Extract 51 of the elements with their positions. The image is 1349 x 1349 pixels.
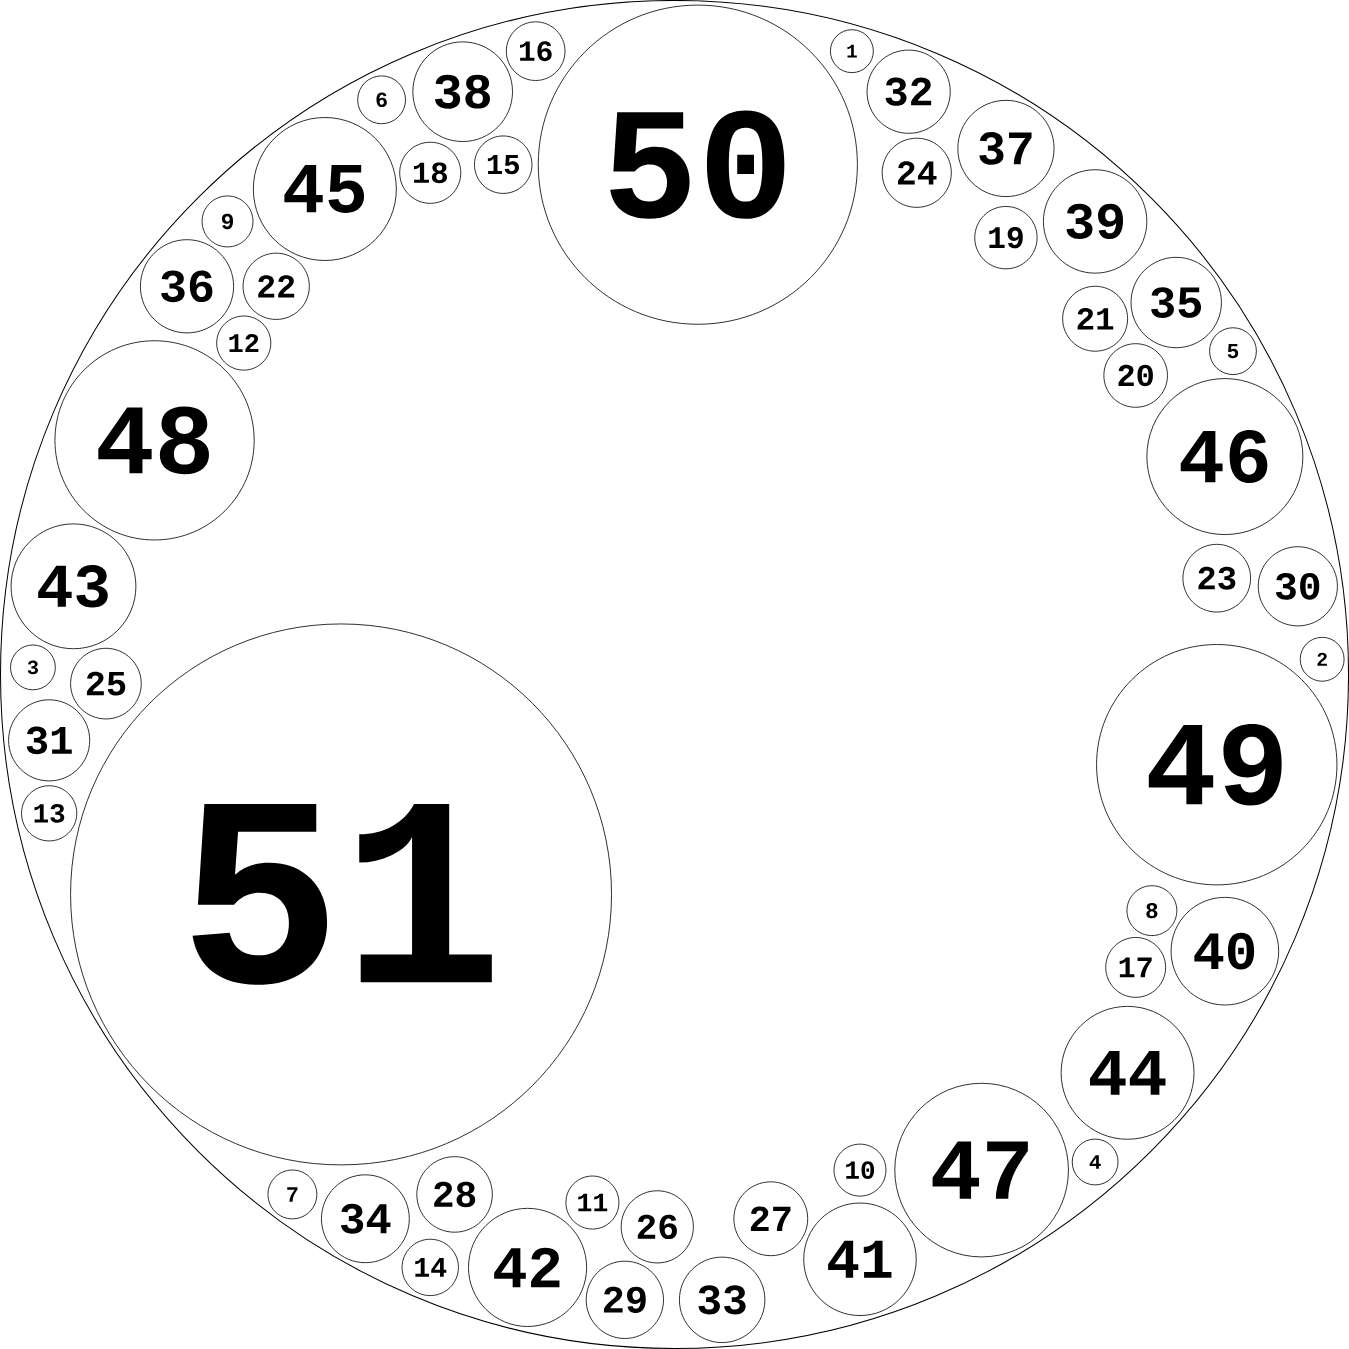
data-label: 10 [846,1161,875,1179]
data-label: 42 [494,1247,560,1288]
data-label: 45 [284,165,365,213]
data-label: 27 [750,1206,791,1232]
data-label: 49 [1148,723,1282,806]
data-label: 28 [434,1181,476,1208]
data-label: 21 [1077,307,1114,330]
data-label: 47 [932,1141,1028,1199]
data-label: 37 [979,132,1032,165]
data-label: 25 [86,671,126,696]
data-label: 30 [1275,572,1320,600]
data-label: 17 [1119,957,1152,978]
data-label: 35 [1151,287,1202,318]
data-label: 23 [1198,566,1236,590]
data-label: 3 [27,660,38,675]
data-label: 44 [1089,1050,1166,1095]
data-label: 19 [989,227,1023,249]
data-label: 26 [637,1214,677,1240]
data-label: 20 [1118,364,1153,387]
data-label: 31 [26,726,72,755]
data-label: 32 [885,77,932,106]
data-label: 1 [847,44,857,58]
data-label: 4 [1089,1155,1101,1169]
data-label: 24 [898,161,937,185]
data-label: 41 [828,1240,892,1278]
data-label: 39 [1066,203,1124,239]
data-label: 15 [487,155,519,175]
data-label: 13 [34,803,65,823]
data-label: 43 [38,565,108,608]
data-label: 18 [413,162,447,184]
data-label: 48 [98,406,209,475]
data-label: 9 [221,213,234,230]
data-label: 22 [258,275,295,298]
data-label: 40 [1194,932,1255,970]
data-label: 38 [435,74,490,109]
data-label: 2 [1317,652,1327,666]
data-label: 34 [340,1203,391,1234]
data-label: 11 [578,1193,608,1212]
data-label: 5 [1227,344,1239,359]
data-label: 50 [610,110,785,219]
data-label: 16 [519,41,552,62]
data-label: 8 [1146,902,1158,919]
data-label: 29 [603,1286,646,1313]
data-label: 6 [376,92,387,108]
data-label: 14 [415,1258,447,1277]
data-label: 33 [698,1285,746,1315]
data-label: 36 [161,270,213,303]
data-label: 7 [287,1187,298,1202]
data-label: 46 [1180,430,1268,484]
data-label: 12 [229,334,259,353]
data-label: 51 [192,804,492,985]
